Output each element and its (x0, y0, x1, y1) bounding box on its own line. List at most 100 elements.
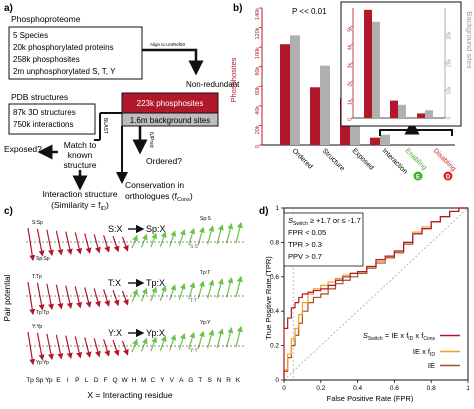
pair-row-0: S:X Sp:X S:Sp Sp:Sp Sp:S S:S (26, 216, 244, 262)
pair-left-top-label: S:Sp (32, 220, 43, 226)
bar-background-ordered (290, 35, 300, 145)
residue-label-e: E (56, 377, 61, 384)
pair-potential-arrow (27, 331, 36, 366)
match-line-1: Match to (64, 140, 97, 150)
pair-potential-arrow (140, 233, 148, 248)
panel-c-label: c) (4, 206, 13, 217)
residue-axis: Tp Sp Yp E I P L D F Q W H M C Y V A G T S N R K (26, 377, 241, 384)
criteria-box: SSwitch ≥ +1.7 or ≤ -1.7 FPR < 0.05 TPR … (283, 212, 364, 267)
pair-left-top-label: Y:Yp (32, 324, 42, 330)
pair-potential-arrow (169, 334, 177, 351)
legend-label-2: IE (428, 361, 435, 370)
legend-label-0: SSwitch = IE x fID x fCons (363, 331, 436, 342)
pair-potential-arrow (93, 234, 101, 254)
residue-label-i: I (67, 377, 69, 384)
phosphoproteome-line-1: 5 Species (13, 31, 48, 40)
pair-potential-arrow (225, 277, 234, 298)
enabling-badge (413, 171, 423, 181)
pair-potential-arrow (235, 325, 243, 348)
pair-potential-arrow (103, 289, 111, 307)
pair-potential-arrow (235, 221, 243, 244)
panel-c: c) Pair potential S:X Sp:XS:SpSp:SpSp:SS:… (3, 206, 244, 400)
pdb-line-2: 750k interactions (13, 120, 73, 129)
pair-left-bottom-label: Tp:Tp (36, 310, 49, 316)
pair-row-1: T:X Tp:X T:Tp Tp:Tp Tp:T T:T (26, 270, 244, 316)
roc-curve-0 (283, 207, 468, 380)
pair-potential-arrow (46, 283, 54, 311)
inset-bar-phosphosites-disabling (417, 113, 425, 118)
pair-potential-arrow (197, 280, 205, 299)
pair-potential-arrow (93, 338, 101, 358)
left-axis-label: Phosphosites (229, 57, 238, 102)
residue-label-f: F (104, 377, 108, 384)
phosphoproteome-box (8, 26, 143, 80)
pair-potential-arrow (140, 337, 148, 352)
left-tick-label: 100k (255, 47, 261, 59)
inset-left-tick-label: 1k (348, 99, 354, 105)
iupred-label: IUPred (148, 132, 154, 148)
pair-row-2: Y:X Yp:X Y:Yp Yp:Yp Yp:Y Y:Y (26, 320, 244, 366)
roc-legend: SSwitch = IE x fID x fCons IE x fID IE (363, 331, 460, 370)
enabling-badge-text: E (416, 175, 420, 181)
left-tick-label: 60k (255, 86, 261, 95)
inset-bar-background-enabling (398, 104, 406, 118)
pair-potential-arrow (112, 235, 120, 253)
inset-right-axis-label: Background sites (465, 11, 474, 69)
panel-a: a) Phosphoproteome 5 Species 20k phospho… (4, 3, 240, 212)
x-tick-label: 1 (466, 385, 470, 392)
pair-potential-arrow (103, 235, 111, 253)
pair-potential-arrow (150, 232, 158, 248)
pair-potential-arrow (150, 336, 158, 352)
p-value: P << 0.01 (292, 7, 327, 16)
inset-bracket (379, 129, 453, 136)
pair-potential-arrow (216, 278, 224, 299)
interacting-residue-label: X = Interacting residue (87, 390, 173, 400)
x-tick-label: 0.2 (316, 385, 325, 392)
match-line-3: structure (63, 160, 96, 170)
bar-phosphosites-structure (310, 87, 320, 145)
residue-label-a: A (179, 377, 184, 384)
residue-label-l: L (85, 377, 89, 384)
pair-potential-arrow (103, 339, 111, 357)
pair-potential-arrow (27, 281, 36, 316)
pair-potential-arrow (140, 287, 148, 302)
inset-left-tick-label: 0 (348, 118, 354, 121)
tpr-axis-label: True Positive Rate (TPR) (264, 256, 273, 340)
pair-potential-arrow (55, 230, 64, 256)
category-label-structure: Structure (321, 147, 346, 172)
background-sites-box-label: 1.6m background sites (130, 116, 211, 125)
category-label-disabling: Disabling (432, 147, 457, 172)
pair-row-title: S:X (108, 224, 123, 234)
diagonal-reference (283, 207, 469, 381)
left-tick-label: 0 (255, 145, 261, 148)
residue-label-k: K (236, 377, 241, 384)
pair-potential-arrow (169, 230, 177, 247)
pair-potential-arrow (65, 231, 73, 255)
inset-right-tick-label: 10k (447, 86, 453, 95)
inset-right-tick-label: 0 (447, 116, 453, 119)
inset-left-tick-label: 2k (348, 81, 354, 87)
pair-potential-arrow (93, 288, 101, 308)
pair-row-title: T:X (108, 278, 121, 288)
inset-bar-background-interaction (372, 21, 380, 118)
bar-phosphosites-ordered (280, 44, 290, 146)
residue-label-d: D (94, 377, 99, 384)
legend-label-1: IE x fID (413, 347, 435, 358)
pair-right-bottom-label: Y:Y (190, 348, 198, 354)
pair-right-top-label: Tp:T (200, 270, 210, 276)
y-tick-label: 0.6 (270, 274, 279, 281)
inset-bar-phosphosites-enabling (390, 100, 398, 118)
left-tick-label: 40k (255, 106, 261, 115)
pair-potential-arrow (84, 337, 92, 358)
inset-bar-background-disabling (425, 110, 433, 118)
pair-potential-arrow (197, 330, 205, 349)
left-tick-label: 140k (255, 8, 261, 20)
pair-potential-label: Pair potential (3, 274, 12, 321)
residue-label-c: C (151, 377, 156, 384)
residue-label-s: S (207, 377, 212, 384)
pair-left-bottom-label: Yp:Yp (36, 360, 49, 366)
pair-potential-arrow (225, 327, 234, 348)
bar-chart-inset: 0 1k 2k 3k 4k 5k 0 10k 20k 30k (340, 1, 462, 127)
